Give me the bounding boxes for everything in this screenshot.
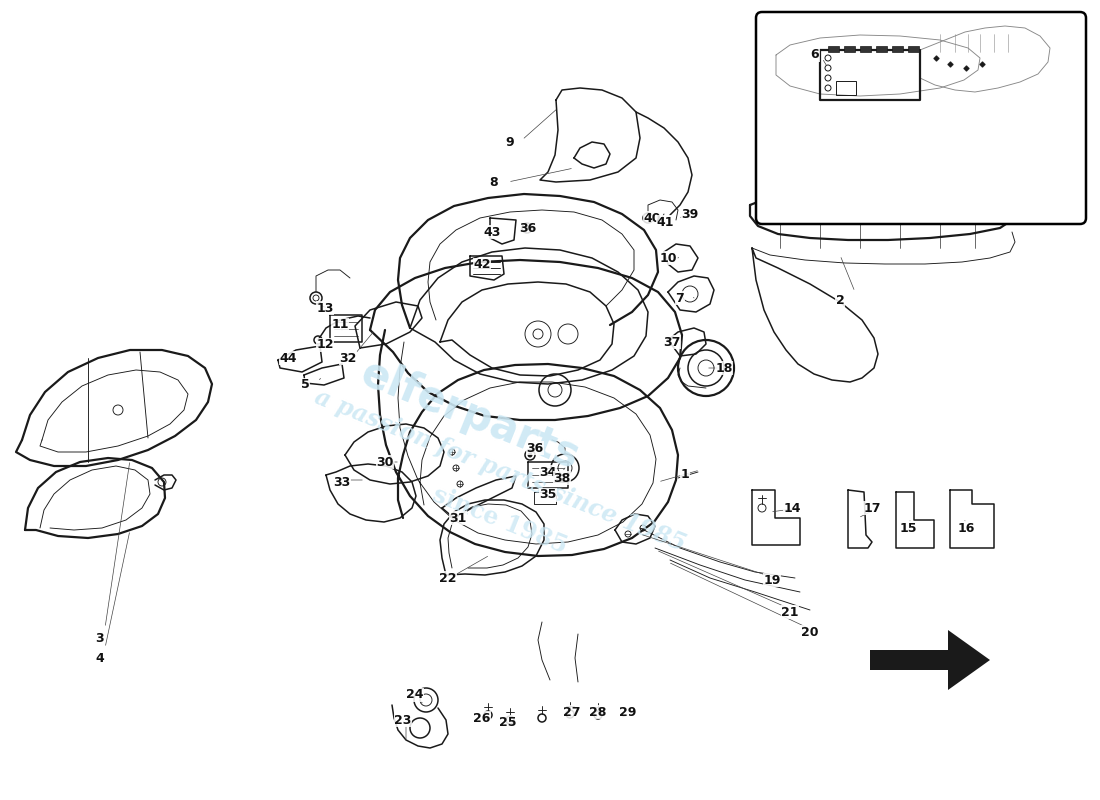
Circle shape — [528, 453, 532, 457]
Text: 36: 36 — [519, 222, 537, 234]
Text: 13: 13 — [317, 302, 333, 314]
Text: 6: 6 — [811, 49, 819, 62]
Text: 23: 23 — [394, 714, 411, 726]
Text: 11: 11 — [331, 318, 349, 331]
Text: 8: 8 — [490, 177, 498, 190]
Text: 16: 16 — [957, 522, 975, 534]
Text: 21: 21 — [781, 606, 799, 618]
Text: 36: 36 — [527, 442, 543, 454]
Text: 25: 25 — [499, 715, 517, 729]
Circle shape — [525, 226, 529, 230]
Text: 27: 27 — [563, 706, 581, 718]
Text: 33: 33 — [333, 475, 351, 489]
Text: 14: 14 — [783, 502, 801, 514]
Text: 37: 37 — [663, 335, 681, 349]
Text: since 1985: since 1985 — [429, 482, 571, 558]
Text: 30: 30 — [376, 455, 394, 469]
Text: 29: 29 — [619, 706, 637, 718]
Text: 17: 17 — [864, 502, 881, 514]
Polygon shape — [870, 630, 990, 690]
Text: 2: 2 — [836, 294, 845, 306]
Text: 5: 5 — [300, 378, 309, 391]
FancyBboxPatch shape — [860, 46, 871, 52]
Text: 20: 20 — [801, 626, 818, 638]
FancyBboxPatch shape — [876, 46, 887, 52]
Bar — [836, 81, 856, 95]
Text: 34: 34 — [539, 466, 557, 478]
Text: 35: 35 — [539, 489, 557, 502]
Text: 42: 42 — [473, 258, 491, 271]
Text: 15: 15 — [900, 522, 916, 534]
Text: 19: 19 — [763, 574, 781, 586]
Text: 22: 22 — [439, 571, 456, 585]
Text: 41: 41 — [657, 215, 673, 229]
FancyBboxPatch shape — [844, 46, 855, 52]
Text: 10: 10 — [659, 251, 676, 265]
Text: 40: 40 — [644, 211, 661, 225]
Text: 12: 12 — [317, 338, 333, 351]
Text: 44: 44 — [279, 351, 297, 365]
FancyBboxPatch shape — [892, 46, 903, 52]
Text: 24: 24 — [406, 689, 424, 702]
Text: 32: 32 — [339, 351, 356, 365]
Text: 26: 26 — [473, 711, 491, 725]
Text: a passion for parts since 1985: a passion for parts since 1985 — [311, 384, 689, 556]
Text: 9: 9 — [506, 135, 515, 149]
Text: 18: 18 — [715, 362, 733, 374]
FancyBboxPatch shape — [828, 46, 839, 52]
Text: 31: 31 — [449, 511, 466, 525]
FancyBboxPatch shape — [908, 46, 918, 52]
Text: 38: 38 — [553, 471, 571, 485]
Text: 43: 43 — [483, 226, 500, 238]
Text: 39: 39 — [681, 209, 698, 222]
FancyBboxPatch shape — [756, 12, 1086, 224]
Text: 3: 3 — [96, 631, 104, 645]
Text: 4: 4 — [96, 651, 104, 665]
Text: 1: 1 — [681, 469, 690, 482]
Text: 28: 28 — [590, 706, 607, 718]
Text: elferparts: elferparts — [354, 352, 585, 478]
Text: 7: 7 — [675, 291, 684, 305]
